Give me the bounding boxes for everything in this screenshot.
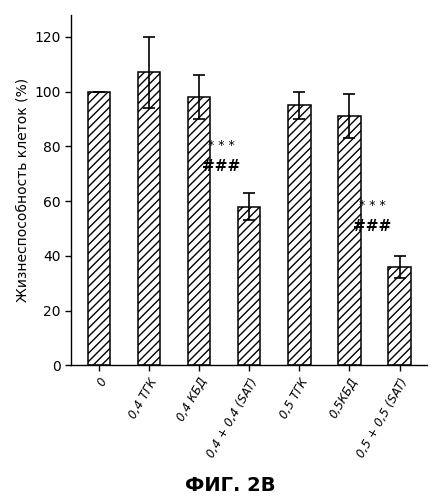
Bar bbox=[288, 106, 311, 366]
Text: ФИГ. 2В: ФИГ. 2В bbox=[185, 476, 275, 495]
Text: * * *: * * * bbox=[358, 199, 385, 212]
Bar bbox=[188, 97, 210, 365]
Y-axis label: Жизнеспособность клеток (%): Жизнеспособность клеток (%) bbox=[15, 78, 29, 302]
Bar bbox=[238, 206, 260, 366]
Bar bbox=[388, 267, 411, 366]
Text: * * *: * * * bbox=[208, 139, 235, 152]
Text: ###: ### bbox=[353, 219, 391, 234]
Bar bbox=[338, 116, 361, 366]
Bar bbox=[137, 72, 160, 366]
Text: ###: ### bbox=[202, 159, 241, 174]
Bar bbox=[88, 92, 110, 366]
